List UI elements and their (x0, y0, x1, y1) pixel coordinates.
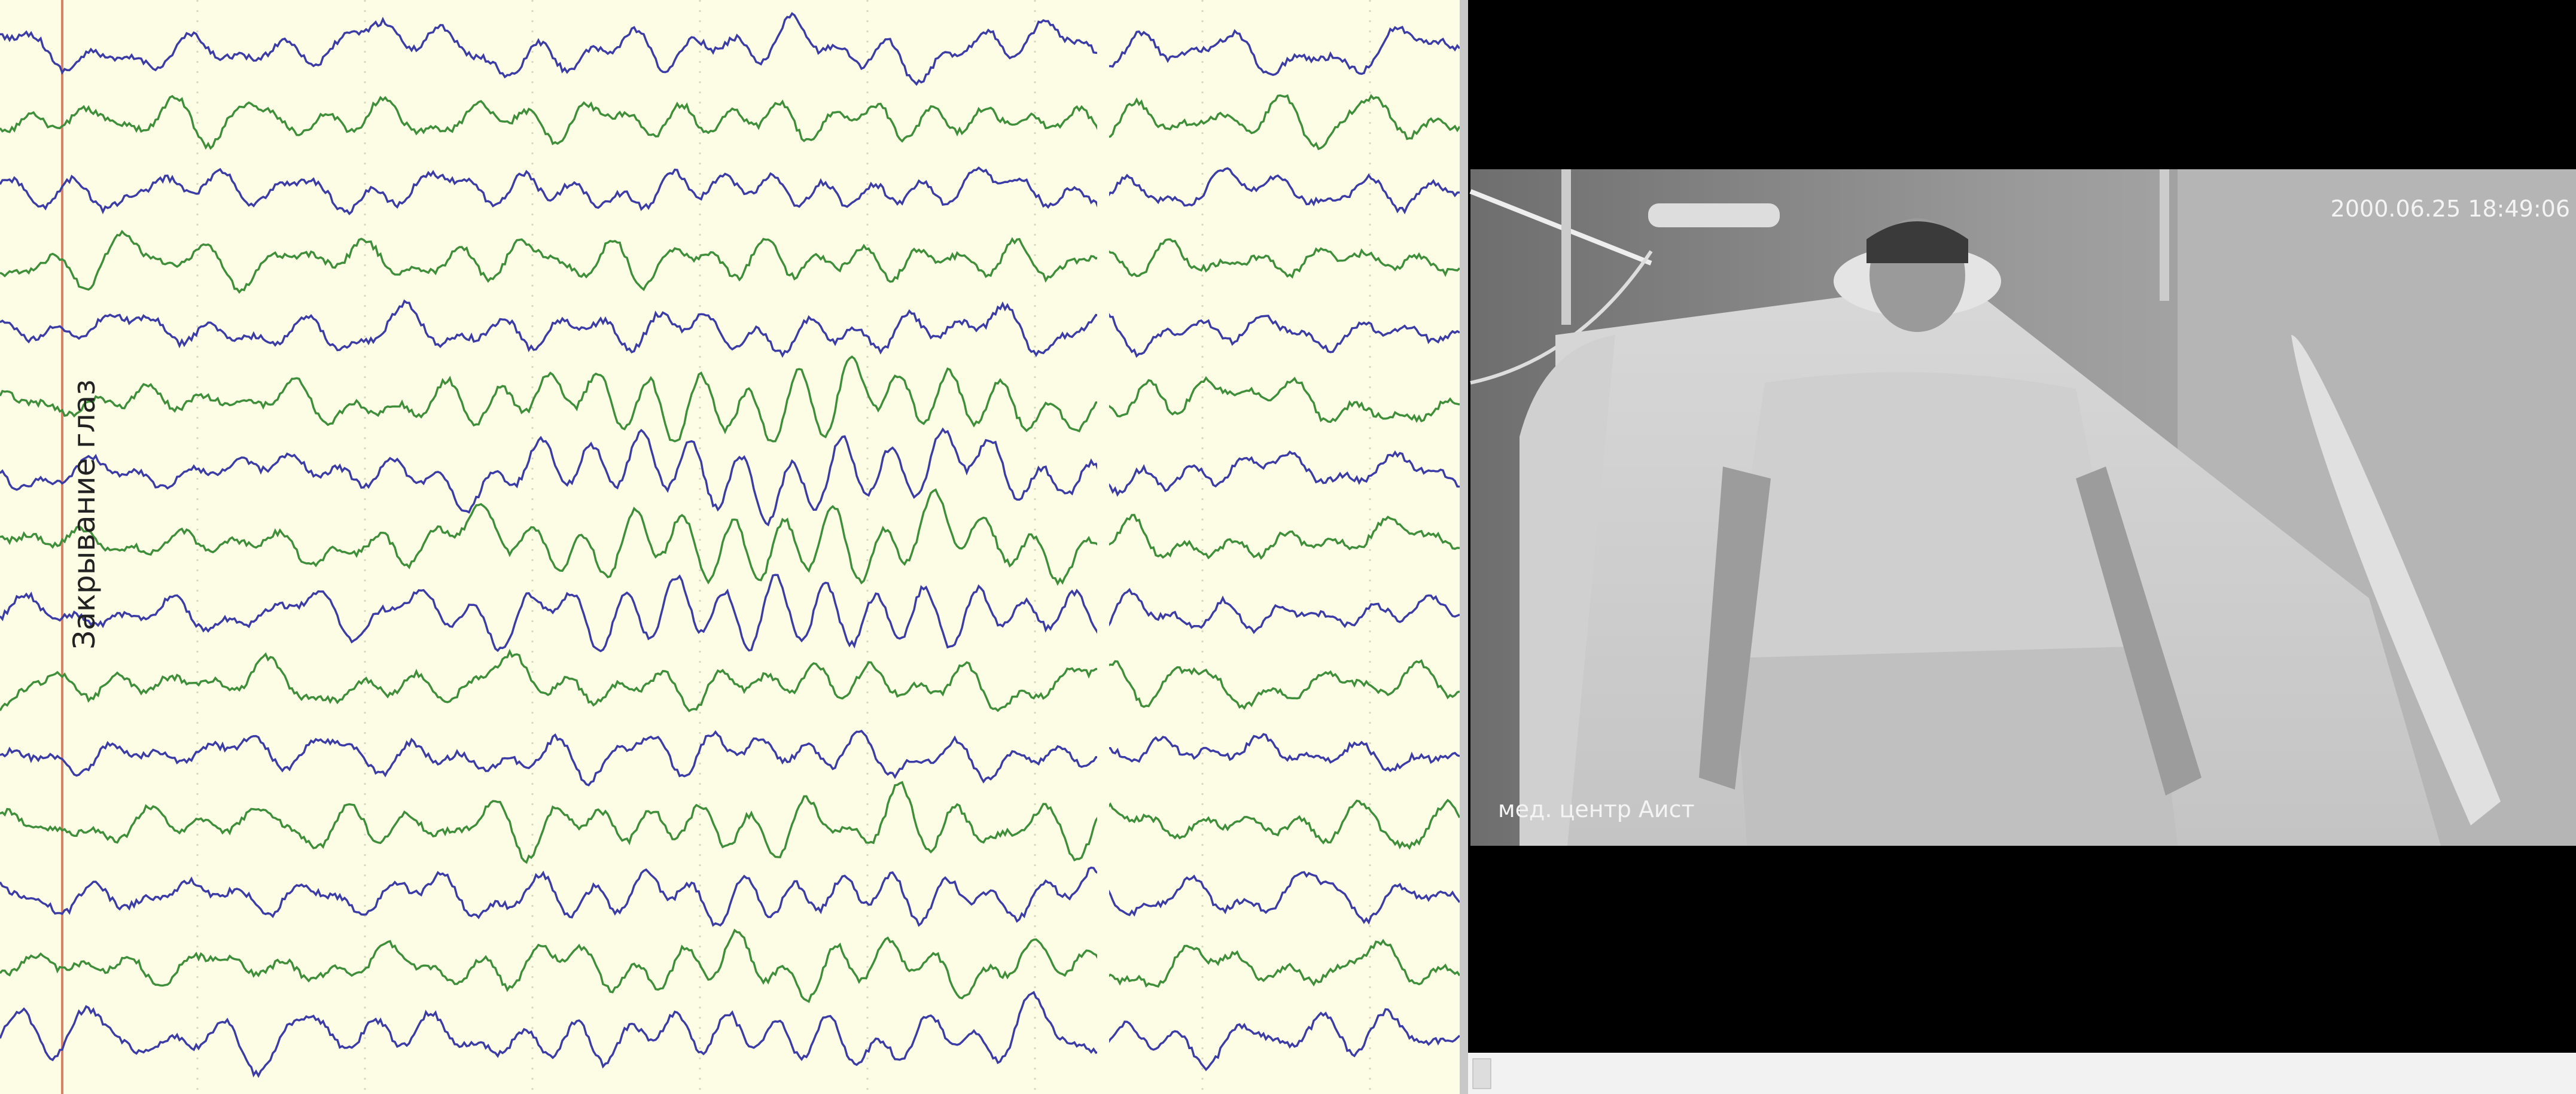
video-watermark: мед. центр Аист (1498, 796, 1695, 822)
page: Закрывание глаз 2000.06.25 18:49:06 мед.… (0, 0, 2576, 1094)
video-timestamp: 2000.06.25 18:49:06 (2331, 196, 2570, 222)
event-label: Закрывание глаз (67, 379, 102, 650)
video-frame: 2000.06.25 18:49:06 мед. центр Аист (1470, 169, 2576, 846)
scrollbar[interactable] (1468, 1053, 2576, 1094)
scroll-thumb[interactable] (1473, 1059, 1491, 1089)
trace-gap (1097, 0, 1109, 1094)
screen: Закрывание глаз 2000.06.25 18:49:06 мед.… (0, 0, 2576, 1094)
panel-divider (1460, 0, 1468, 1094)
